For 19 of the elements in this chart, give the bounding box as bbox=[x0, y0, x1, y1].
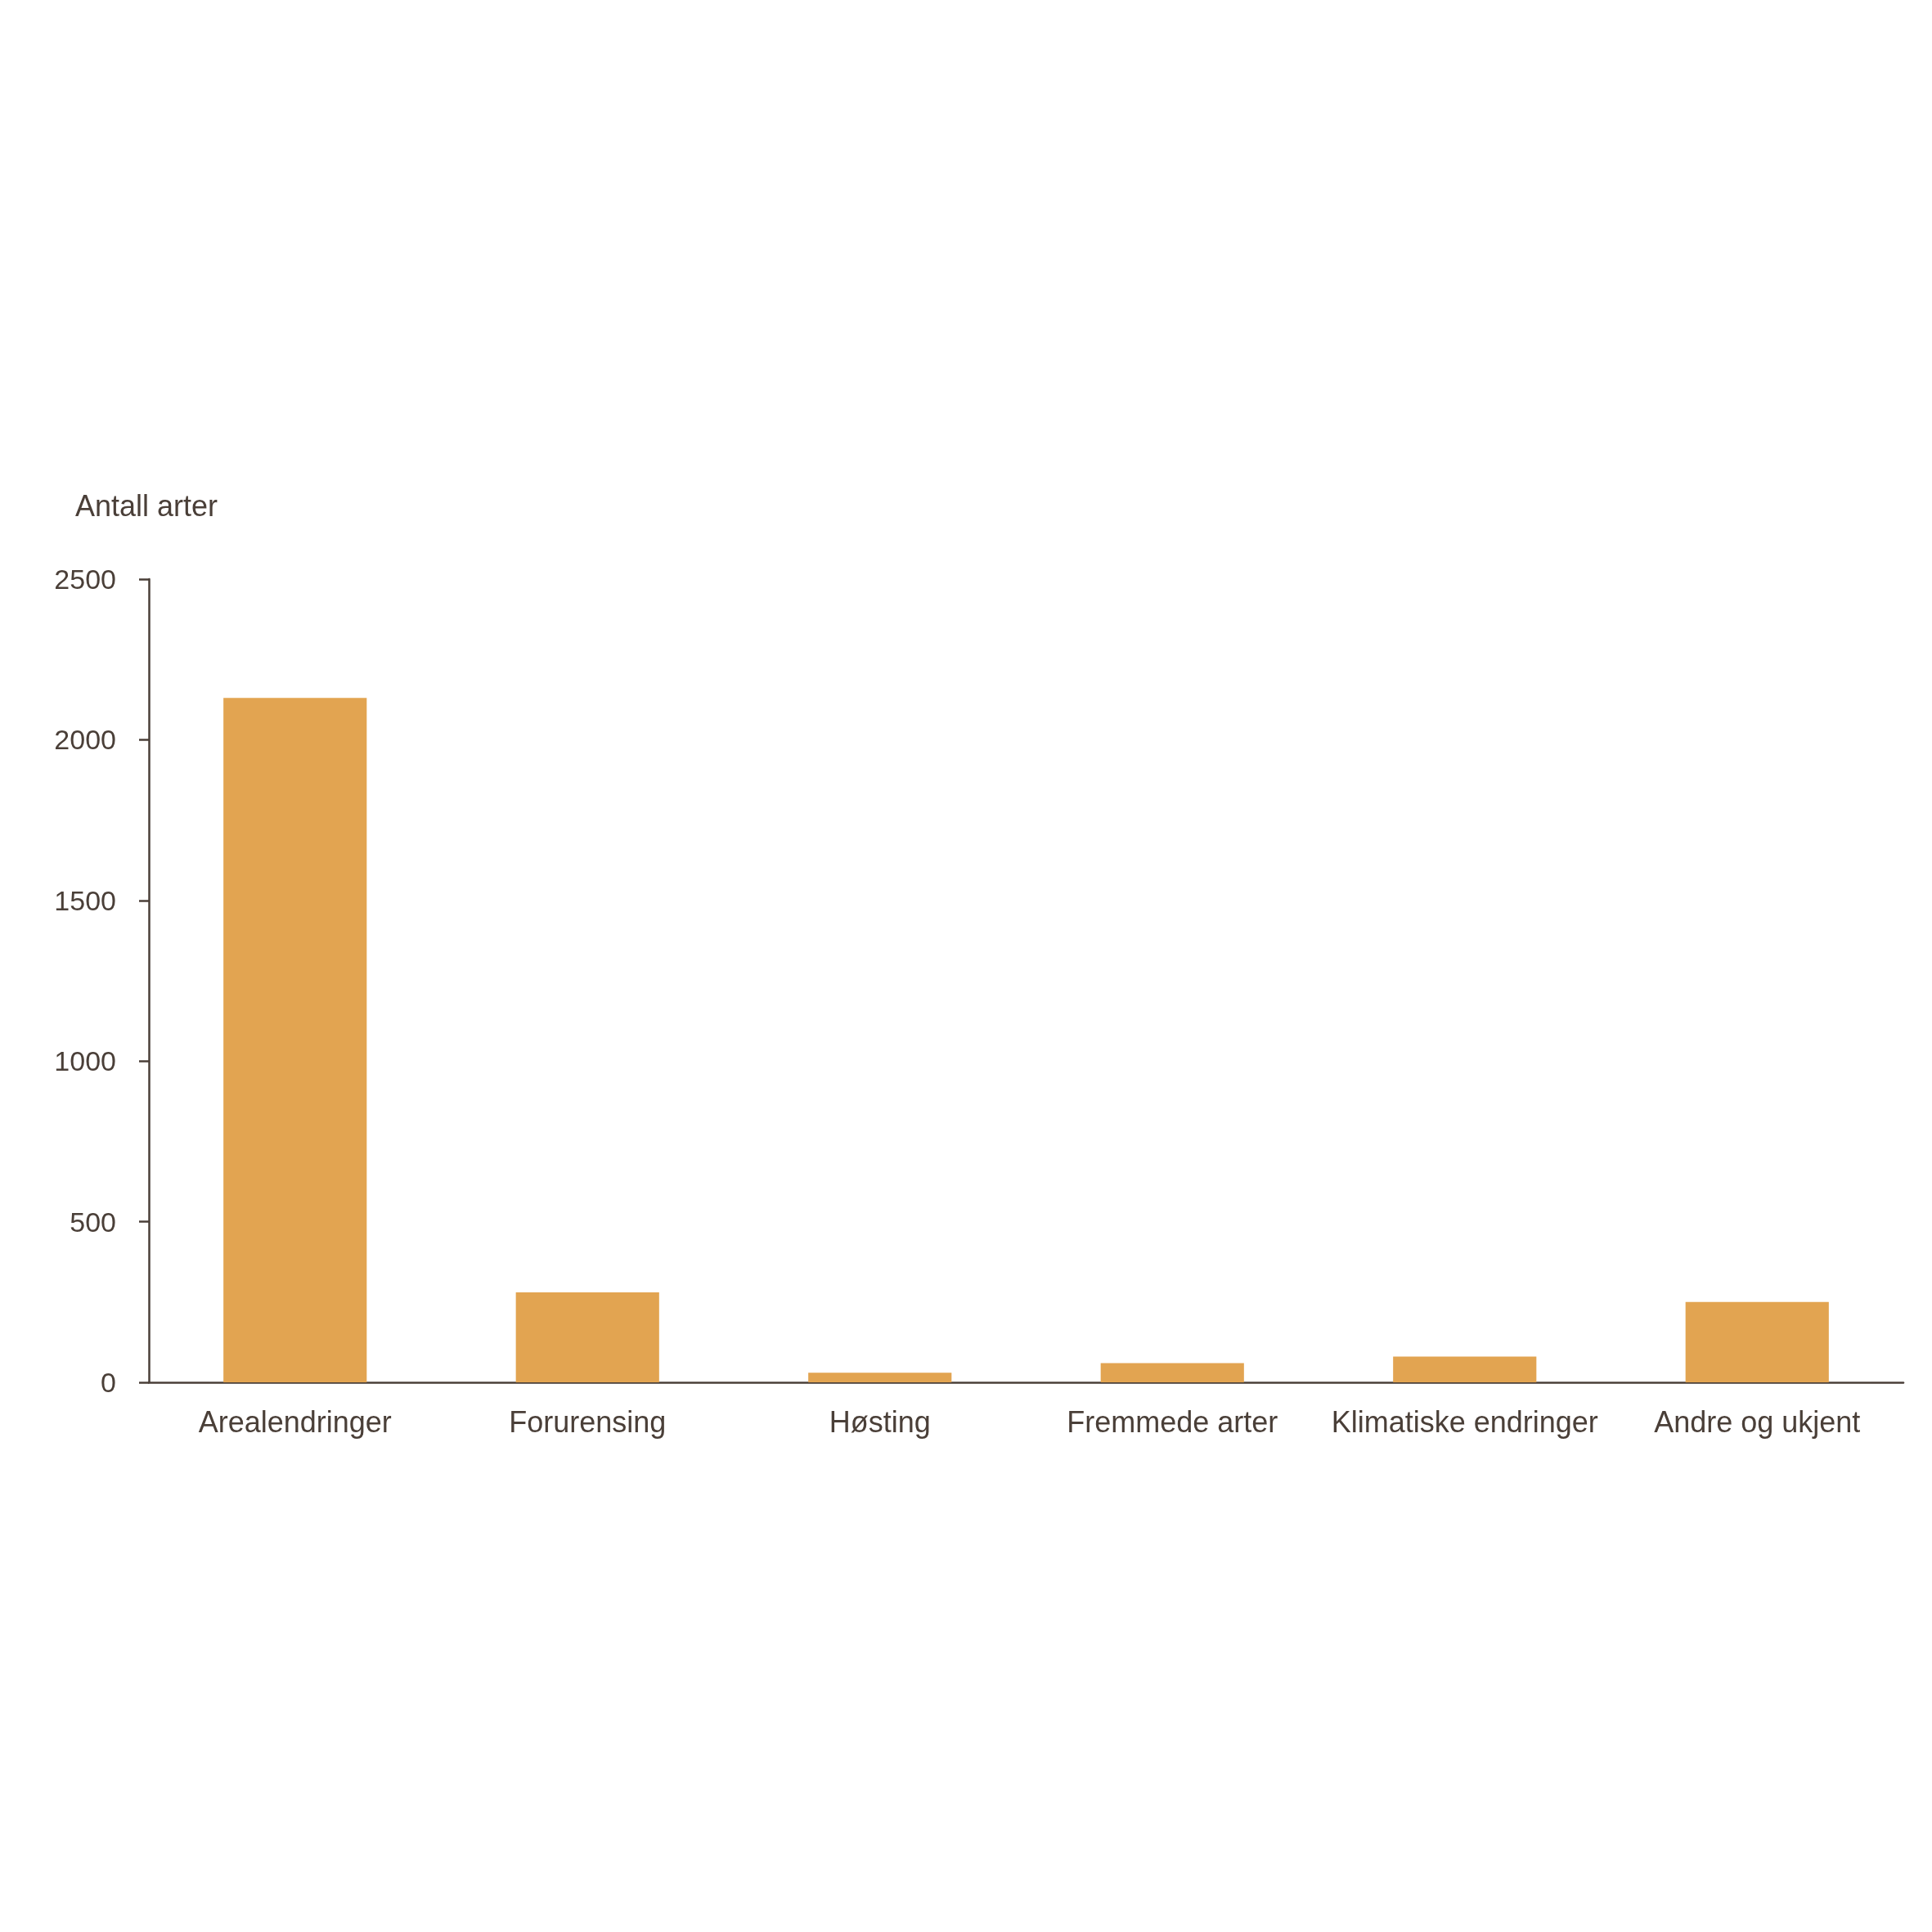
bar bbox=[808, 1373, 952, 1382]
y-tick-label: 0 bbox=[101, 1367, 116, 1398]
x-tick-label: Høsting bbox=[829, 1404, 931, 1439]
y-tick-label: 1500 bbox=[54, 884, 116, 916]
y-axis-title: Antall arter bbox=[75, 488, 218, 523]
y-tick-label: 2000 bbox=[54, 724, 116, 756]
y-tick-label: 500 bbox=[70, 1206, 116, 1238]
x-tick-label: Forurensing bbox=[509, 1404, 667, 1439]
x-tick-label: Arealendringer bbox=[198, 1404, 392, 1439]
bar bbox=[1685, 1301, 1829, 1382]
bar bbox=[223, 698, 367, 1382]
x-tick-label: Andre og ukjent bbox=[1654, 1404, 1861, 1439]
y-tick-label: 2500 bbox=[54, 564, 116, 595]
bar bbox=[1393, 1356, 1537, 1382]
x-tick-label: Klimatiske endringer bbox=[1331, 1404, 1598, 1439]
x-tick-label: Fremmede arter bbox=[1067, 1404, 1278, 1439]
bar bbox=[1100, 1363, 1244, 1382]
y-tick-label: 1000 bbox=[54, 1045, 116, 1077]
bar bbox=[515, 1292, 659, 1382]
